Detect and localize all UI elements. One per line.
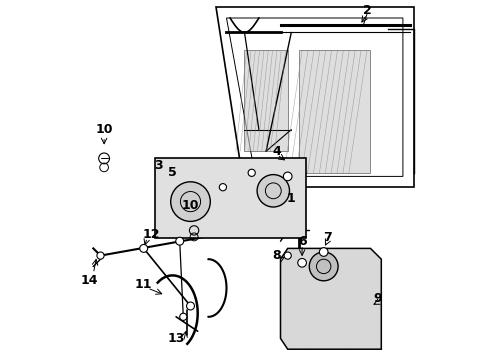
Text: 14: 14 (81, 274, 98, 287)
Polygon shape (244, 50, 287, 151)
Text: 9: 9 (373, 292, 381, 305)
Text: 4: 4 (272, 145, 281, 158)
Text: 1: 1 (286, 192, 295, 204)
Circle shape (309, 252, 337, 281)
Circle shape (179, 313, 186, 320)
Text: 11: 11 (135, 278, 152, 291)
Text: 2: 2 (362, 4, 370, 17)
Circle shape (219, 184, 226, 191)
Polygon shape (215, 7, 413, 187)
Circle shape (297, 258, 306, 267)
Circle shape (175, 237, 183, 245)
Circle shape (284, 252, 291, 259)
Text: 8: 8 (272, 249, 281, 262)
Polygon shape (154, 158, 305, 238)
Circle shape (247, 169, 255, 176)
Text: 5: 5 (168, 166, 177, 179)
Polygon shape (298, 50, 370, 173)
Circle shape (97, 252, 104, 259)
Text: 3: 3 (153, 159, 162, 172)
Text: 10: 10 (182, 199, 199, 212)
Circle shape (140, 244, 147, 252)
Circle shape (257, 175, 289, 207)
Text: 13: 13 (167, 332, 184, 345)
Circle shape (319, 248, 327, 256)
Circle shape (170, 182, 210, 221)
Text: 10: 10 (95, 123, 113, 136)
Circle shape (186, 302, 194, 310)
Text: 7: 7 (322, 231, 331, 244)
Polygon shape (280, 248, 381, 349)
Text: 6: 6 (297, 235, 306, 248)
Text: 12: 12 (142, 228, 159, 240)
Circle shape (283, 172, 291, 181)
